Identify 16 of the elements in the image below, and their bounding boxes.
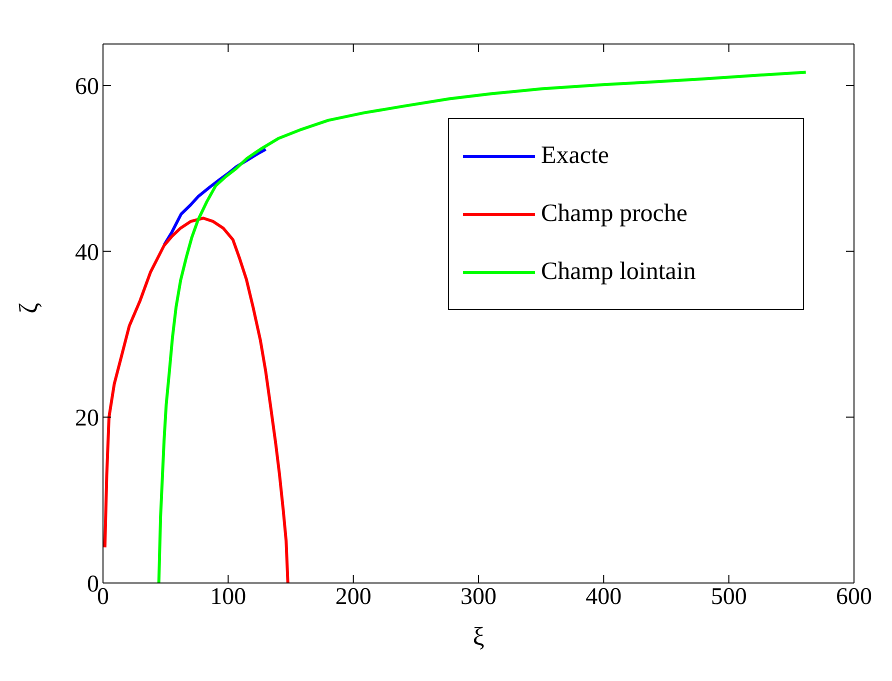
x-tick-label: 600 [836,584,872,610]
x-tick-label: 200 [335,584,372,610]
x-tick-label: 300 [460,584,496,610]
legend-label: Champ proche [541,200,688,228]
line-series [157,70,808,583]
y-tick-label: 40 [75,240,99,266]
y-tick-label: 60 [75,74,99,100]
x-axis-title: ξ [472,622,484,651]
y-tick-label: 20 [75,406,99,432]
x-tick-label: 100 [210,584,246,610]
legend-label: Exacte [541,142,610,170]
x-tick-label: 400 [586,584,622,610]
y-axis-title: ζ [14,302,44,314]
line-series [103,216,290,583]
x-tick-label: 500 [710,584,747,610]
legend-label: Champ lointain [541,258,696,286]
